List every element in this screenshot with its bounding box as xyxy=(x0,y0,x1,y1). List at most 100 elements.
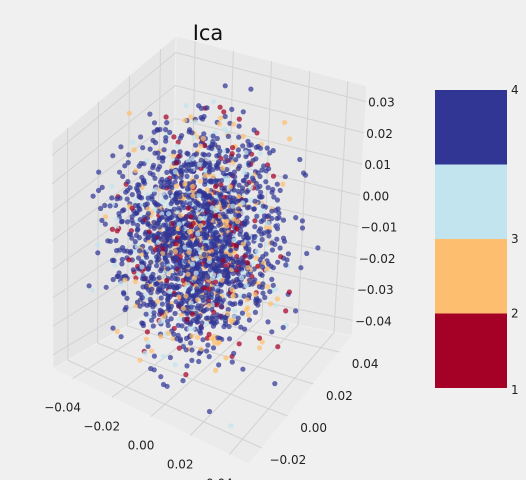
data-point xyxy=(217,104,223,110)
data-point xyxy=(167,288,173,295)
data-point xyxy=(163,114,169,120)
data-point xyxy=(268,301,274,307)
data-point xyxy=(220,211,226,217)
data-point xyxy=(194,286,200,292)
data-point xyxy=(286,289,292,295)
data-point xyxy=(253,255,259,261)
data-point xyxy=(224,129,230,135)
data-point xyxy=(203,270,209,276)
data-point xyxy=(193,142,199,148)
data-point xyxy=(167,129,173,135)
data-point xyxy=(265,261,272,267)
data-point xyxy=(153,186,160,192)
data-point xyxy=(232,174,238,180)
data-point xyxy=(220,165,226,171)
data-point xyxy=(162,238,168,245)
data-point xyxy=(176,345,182,351)
data-point xyxy=(173,299,179,305)
data-point xyxy=(235,147,241,153)
data-point xyxy=(221,187,227,193)
data-point xyxy=(154,281,160,287)
data-point xyxy=(180,378,186,384)
data-point xyxy=(173,191,179,197)
data-point xyxy=(136,163,142,169)
data-point xyxy=(174,200,180,206)
data-point xyxy=(148,245,154,251)
data-point xyxy=(165,322,171,329)
data-point xyxy=(226,208,232,214)
data-point xyxy=(222,83,228,89)
data-point xyxy=(173,241,179,247)
data-point xyxy=(266,233,272,239)
data-point xyxy=(192,205,198,211)
data-point xyxy=(200,337,206,343)
data-point xyxy=(185,235,191,241)
data-point xyxy=(165,266,171,272)
data-point xyxy=(220,170,226,176)
data-point xyxy=(149,317,155,323)
data-point xyxy=(230,293,236,299)
data-point xyxy=(224,166,230,173)
data-point xyxy=(138,134,144,140)
data-point xyxy=(137,357,143,363)
data-point xyxy=(180,305,186,311)
data-point xyxy=(260,281,266,287)
data-point xyxy=(146,287,152,293)
data-point xyxy=(201,227,207,234)
data-point xyxy=(188,114,194,120)
data-point xyxy=(184,214,190,220)
data-point xyxy=(215,288,221,294)
data-point xyxy=(231,216,237,222)
data-point xyxy=(177,167,183,174)
data-point xyxy=(257,151,263,157)
data-point xyxy=(197,215,204,221)
data-point xyxy=(190,220,196,226)
data-point xyxy=(125,179,131,185)
data-point xyxy=(202,160,208,166)
data-point xyxy=(132,239,138,245)
data-point xyxy=(251,206,257,212)
data-point xyxy=(205,274,211,280)
data-point xyxy=(194,238,200,244)
data-point xyxy=(211,272,217,278)
data-point xyxy=(114,228,120,234)
colorbar-segment xyxy=(435,313,507,388)
data-point xyxy=(254,248,260,254)
data-point xyxy=(218,304,224,310)
data-point xyxy=(127,185,133,191)
data-point xyxy=(213,279,219,285)
data-point xyxy=(236,123,242,129)
data-point xyxy=(201,131,207,137)
data-point xyxy=(213,199,219,206)
data-point xyxy=(96,169,102,175)
y-gridline xyxy=(126,75,314,385)
data-point xyxy=(185,275,191,281)
data-point xyxy=(280,324,286,331)
data-point xyxy=(243,149,249,156)
data-point xyxy=(270,173,277,179)
data-point xyxy=(149,348,155,354)
data-point xyxy=(221,243,228,249)
data-point xyxy=(213,184,219,190)
data-point xyxy=(265,284,271,290)
data-point xyxy=(167,354,173,361)
data-point xyxy=(197,249,203,255)
data-point xyxy=(209,315,215,321)
data-point xyxy=(259,167,265,173)
data-point xyxy=(201,251,207,258)
data-point xyxy=(135,187,141,193)
data-point xyxy=(151,120,158,126)
data-point xyxy=(252,291,258,298)
data-point xyxy=(231,169,237,175)
data-point xyxy=(107,203,113,209)
data-point xyxy=(227,184,233,190)
data-point xyxy=(315,245,321,251)
data-point xyxy=(183,347,189,353)
data-point xyxy=(221,109,227,115)
data-point xyxy=(172,169,178,175)
data-point xyxy=(129,217,135,223)
data-point xyxy=(90,193,96,199)
chart-title: Ica xyxy=(193,21,224,45)
data-point xyxy=(189,261,196,267)
data-point xyxy=(170,153,176,159)
